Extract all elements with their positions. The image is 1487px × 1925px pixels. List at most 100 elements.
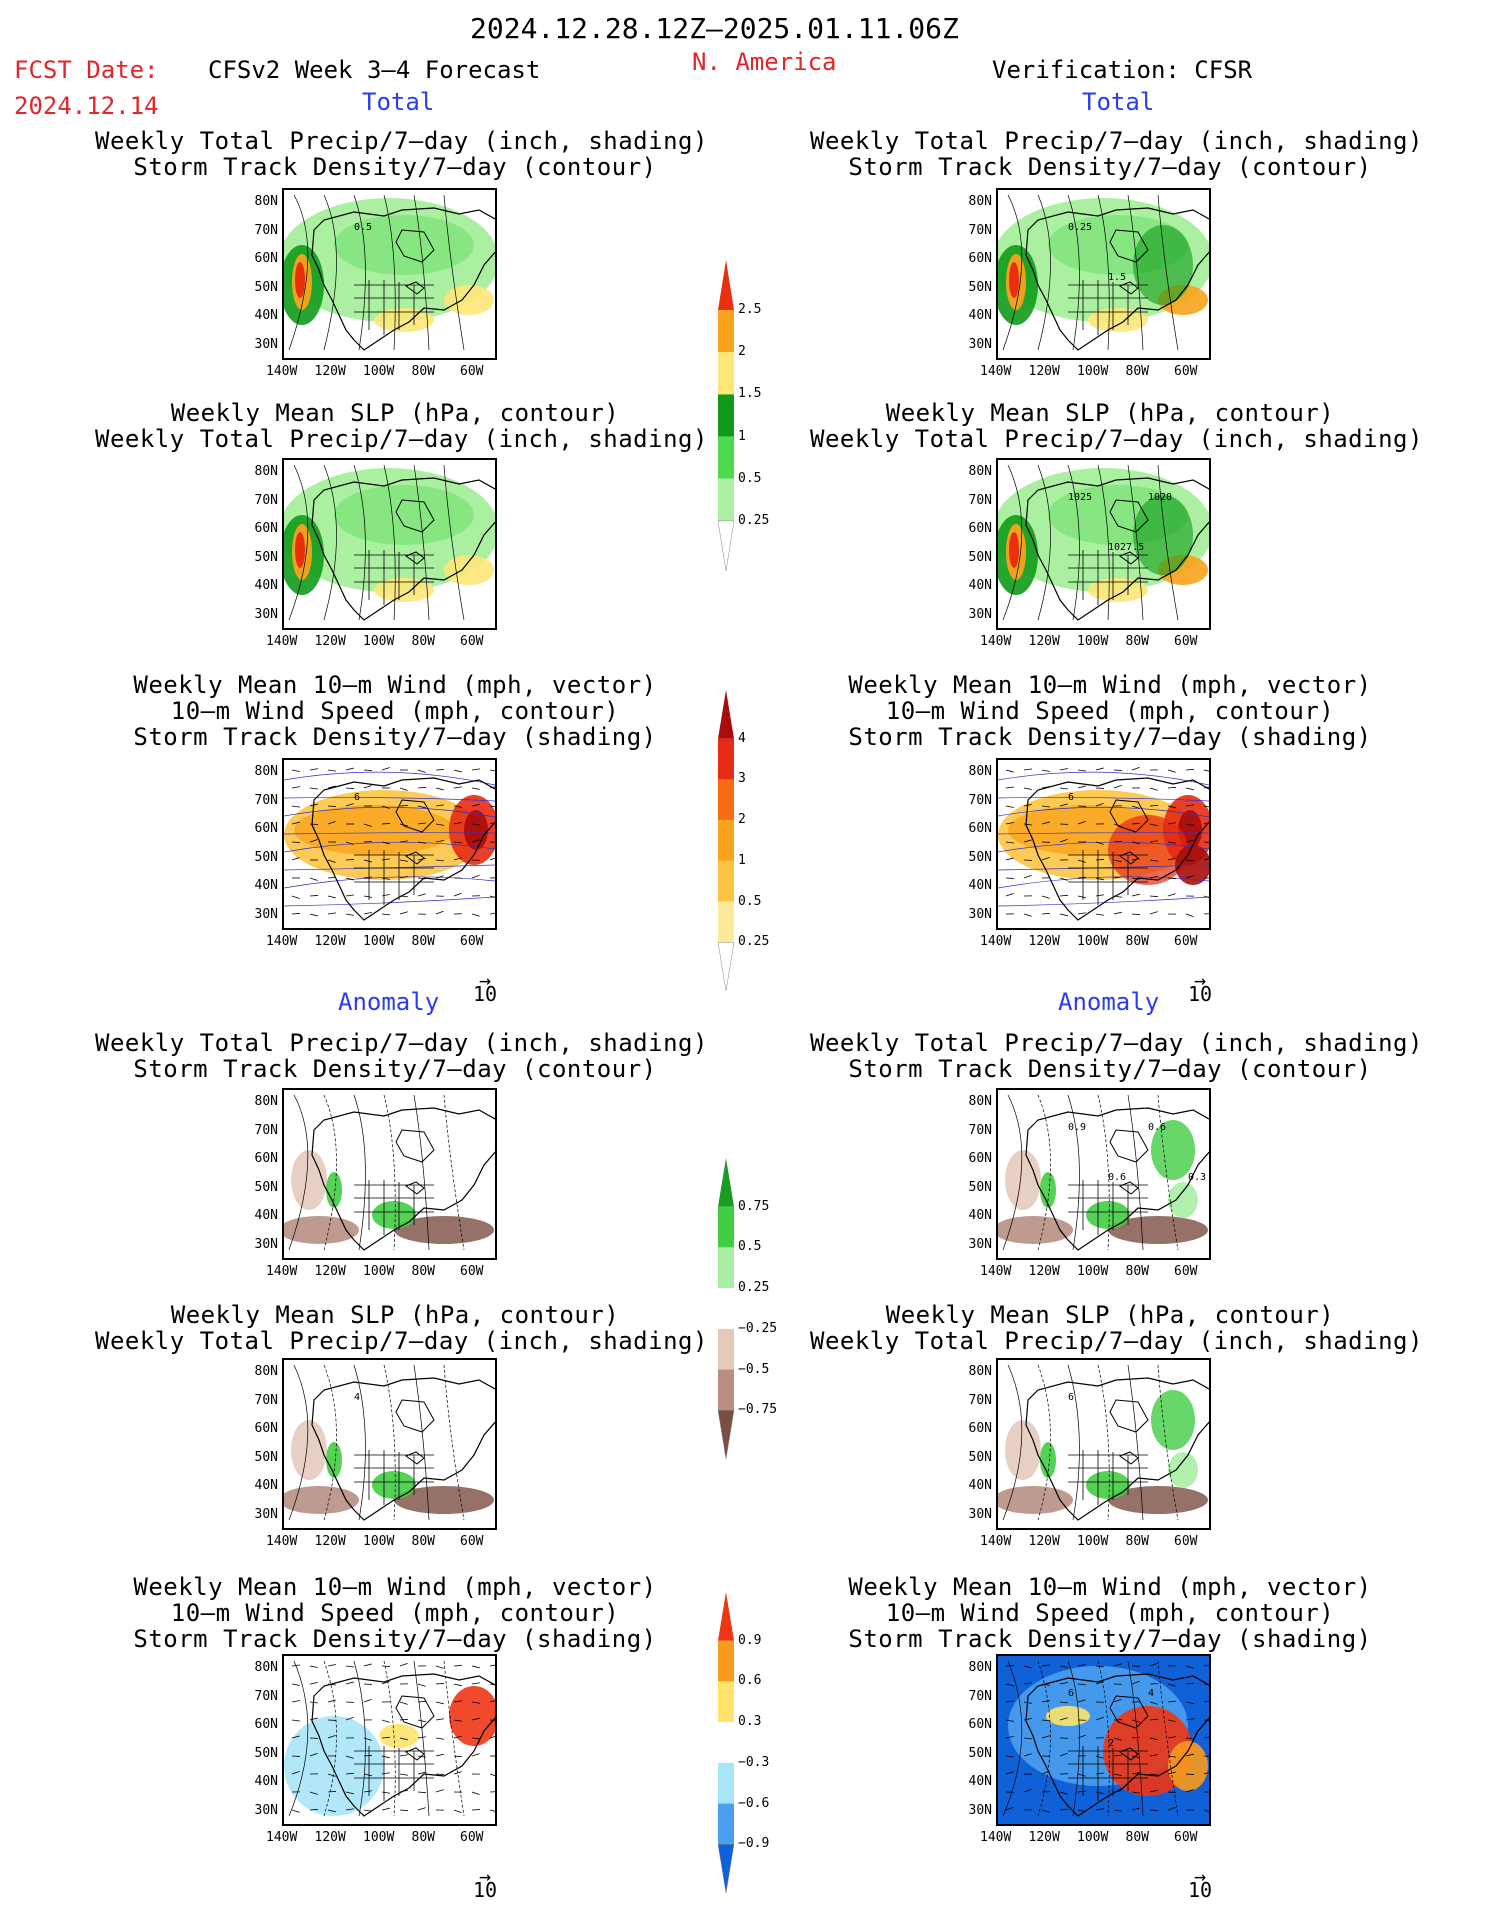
colorbar-segment [718, 820, 734, 861]
latitude-label: 60N [254, 821, 278, 836]
wind-vector [435, 769, 445, 771]
great-lakes-outline [404, 1747, 425, 1761]
wind-vector [453, 1664, 463, 1667]
colorbar-tick-label: 0.5 [738, 1239, 762, 1255]
wind-vector [1041, 857, 1050, 861]
wind-vector [327, 1683, 336, 1686]
wind-vector [1113, 1754, 1122, 1757]
contour-line [353, 1364, 366, 1521]
longitude-label: 60W [1174, 1264, 1198, 1279]
latitude-label: 60N [968, 521, 992, 536]
wind-vector [1203, 805, 1209, 808]
wind-vector [1131, 1755, 1140, 1759]
wind-vector [489, 1700, 495, 1703]
wind-vector [453, 1771, 462, 1775]
latitude-label: 50N [968, 849, 992, 865]
hudson-bay-outline [1109, 1129, 1149, 1163]
latitude-label: 70N [968, 1688, 992, 1704]
wind-vector [1167, 1736, 1176, 1739]
wind-vector [1041, 912, 1051, 915]
latitude-label: 60N [254, 521, 278, 536]
wind-vector [453, 805, 462, 808]
wind-vector [1185, 1737, 1194, 1740]
wind-vector [1095, 894, 1104, 897]
verification-title: Verification: CFSR [992, 56, 1253, 84]
longitude-label: 100W [363, 364, 395, 379]
colorbar-segment [717, 520, 735, 572]
precip-anom-wet [372, 1201, 416, 1229]
wind-vector [1185, 875, 1194, 879]
panel-title-fcst-total-precip: Weekly Total Precip/7–day (inch, shading… [95, 128, 707, 180]
latitude-label: 50N [254, 1449, 278, 1465]
longitude-label: 100W [1077, 1830, 1109, 1845]
latitude-label: 40N [968, 1478, 992, 1493]
wind-vector [309, 913, 318, 917]
wind-vector [363, 1754, 373, 1757]
wind-vector [1059, 1808, 1068, 1811]
wind-speed-contour [284, 771, 495, 786]
wind-vector [1131, 858, 1140, 861]
wind-vector [471, 1753, 480, 1757]
contour-line [383, 194, 396, 351]
section-total-right: Total [1082, 88, 1155, 116]
longitude-label: 120W [1028, 1534, 1060, 1549]
contour-line [353, 1660, 366, 1817]
latitude-label: 80N [968, 464, 992, 479]
wind-vector [363, 895, 372, 898]
wind-vector [327, 1773, 336, 1777]
contour-line [383, 1660, 396, 1817]
storm-shading-dark [464, 810, 488, 850]
wind-vector [1095, 1665, 1104, 1668]
map-panel-fcst-anom-slp: 4 [282, 1358, 497, 1530]
title-line: Weekly Total Precip/7–day (inch, shading… [810, 127, 1423, 155]
colorbar-tick-label: 0.25 [738, 1280, 770, 1296]
wind-vector [1131, 877, 1140, 880]
contour-line [413, 1364, 430, 1521]
wind-vector [1059, 1665, 1068, 1668]
wind-vector [453, 892, 462, 897]
colorbar-tick-label: 0.5 [738, 470, 762, 486]
hudson-bay-outline [395, 499, 435, 533]
hudson-bay-outline [395, 799, 435, 833]
latitude-label: 80N [254, 764, 278, 779]
latitude-label: 40N [968, 578, 992, 593]
wind-vector [399, 1718, 409, 1721]
wind-vector [1041, 1809, 1050, 1813]
contour-label: 1.5 [1108, 272, 1126, 283]
wind-vector [1095, 841, 1104, 845]
colorbar-precip-total [717, 260, 735, 572]
wind-vector [489, 1719, 495, 1721]
wind-vector [1113, 876, 1122, 879]
latitude-label: 40N [254, 878, 278, 893]
longitude-label: 80W [1125, 934, 1149, 949]
wind-vector [435, 1665, 444, 1669]
wind-vector [453, 786, 462, 789]
longitude-label: 120W [314, 1534, 346, 1549]
coastline [1025, 1377, 1209, 1521]
wind-vector [489, 786, 495, 789]
wind-vector [309, 877, 318, 881]
wind-vector [1185, 1665, 1194, 1669]
latitude-label: 30N [254, 906, 278, 922]
title-line: Weekly Total Precip/7–day (inch, shading… [810, 425, 1423, 453]
wind-vector [417, 841, 426, 844]
wind-vector [291, 841, 301, 843]
wind-vector [1041, 805, 1050, 808]
wind-vector [363, 1699, 372, 1703]
colorbar-segment [718, 478, 734, 521]
wind-vector [453, 1719, 462, 1722]
wind-vector [1203, 1683, 1209, 1686]
map-canvas [284, 1090, 495, 1258]
wind-vector [435, 804, 444, 807]
latitude-label: 30N [254, 1236, 278, 1252]
wind-vector [327, 877, 337, 879]
wind-vector [489, 895, 495, 898]
wind-vector [363, 1809, 372, 1812]
latitude-label: 40N [254, 578, 278, 593]
latitude-label: 80N [254, 464, 278, 479]
wind-vector [327, 785, 336, 789]
precip-shading-red [295, 532, 305, 568]
longitude-label: 60W [1174, 634, 1198, 649]
wind-vector [489, 1809, 495, 1812]
contour-line [1157, 464, 1179, 621]
